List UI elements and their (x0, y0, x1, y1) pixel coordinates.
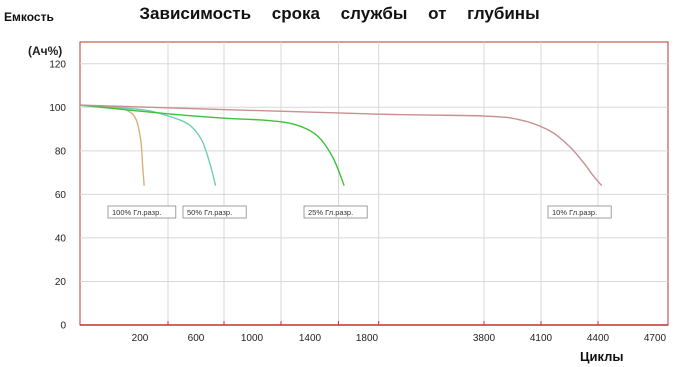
x-tick-label: 4400 (587, 333, 610, 344)
series-label: 10% Гл.разр. (552, 208, 597, 217)
y-tick-label: 20 (55, 277, 67, 288)
x-tick-label: 4100 (530, 333, 553, 344)
y-tick-label: 120 (49, 59, 66, 70)
series-label-box (182, 205, 247, 219)
series-label-box (107, 205, 177, 219)
y-axis-label: Емкость (4, 10, 54, 24)
y-tick-label: 0 (60, 321, 66, 332)
x-tick-label: 1000 (241, 333, 264, 344)
chart-title: Зависимость срока службы от глубины (139, 4, 540, 23)
series-line (79, 104, 145, 186)
y-axis-unit: (Ач%) (28, 44, 63, 58)
x-tick-label: 3800 (473, 333, 496, 344)
y-tick-label: 60 (55, 190, 67, 201)
series-line (79, 104, 345, 186)
series-label: 25% Гл.разр. (308, 208, 353, 217)
series-label: 50% Гл.разр. (187, 208, 232, 217)
series-label-box (547, 205, 612, 219)
x-tick-label: 1800 (356, 333, 379, 344)
x-tick-label: 600 (188, 333, 205, 344)
series-label-box (303, 205, 368, 219)
y-tick-label: 80 (55, 146, 67, 157)
series-line (79, 104, 217, 186)
series-line (79, 104, 603, 187)
x-axis-label: Циклы (580, 349, 624, 364)
x-tick-label: 4700 (644, 333, 667, 344)
x-tick-label: 200 (132, 333, 149, 344)
series-label: 100% Гл.разр. (112, 208, 161, 217)
y-tick-label: 100 (49, 103, 66, 114)
y-tick-label: 40 (55, 233, 67, 244)
x-tick-label: 1400 (299, 333, 322, 344)
